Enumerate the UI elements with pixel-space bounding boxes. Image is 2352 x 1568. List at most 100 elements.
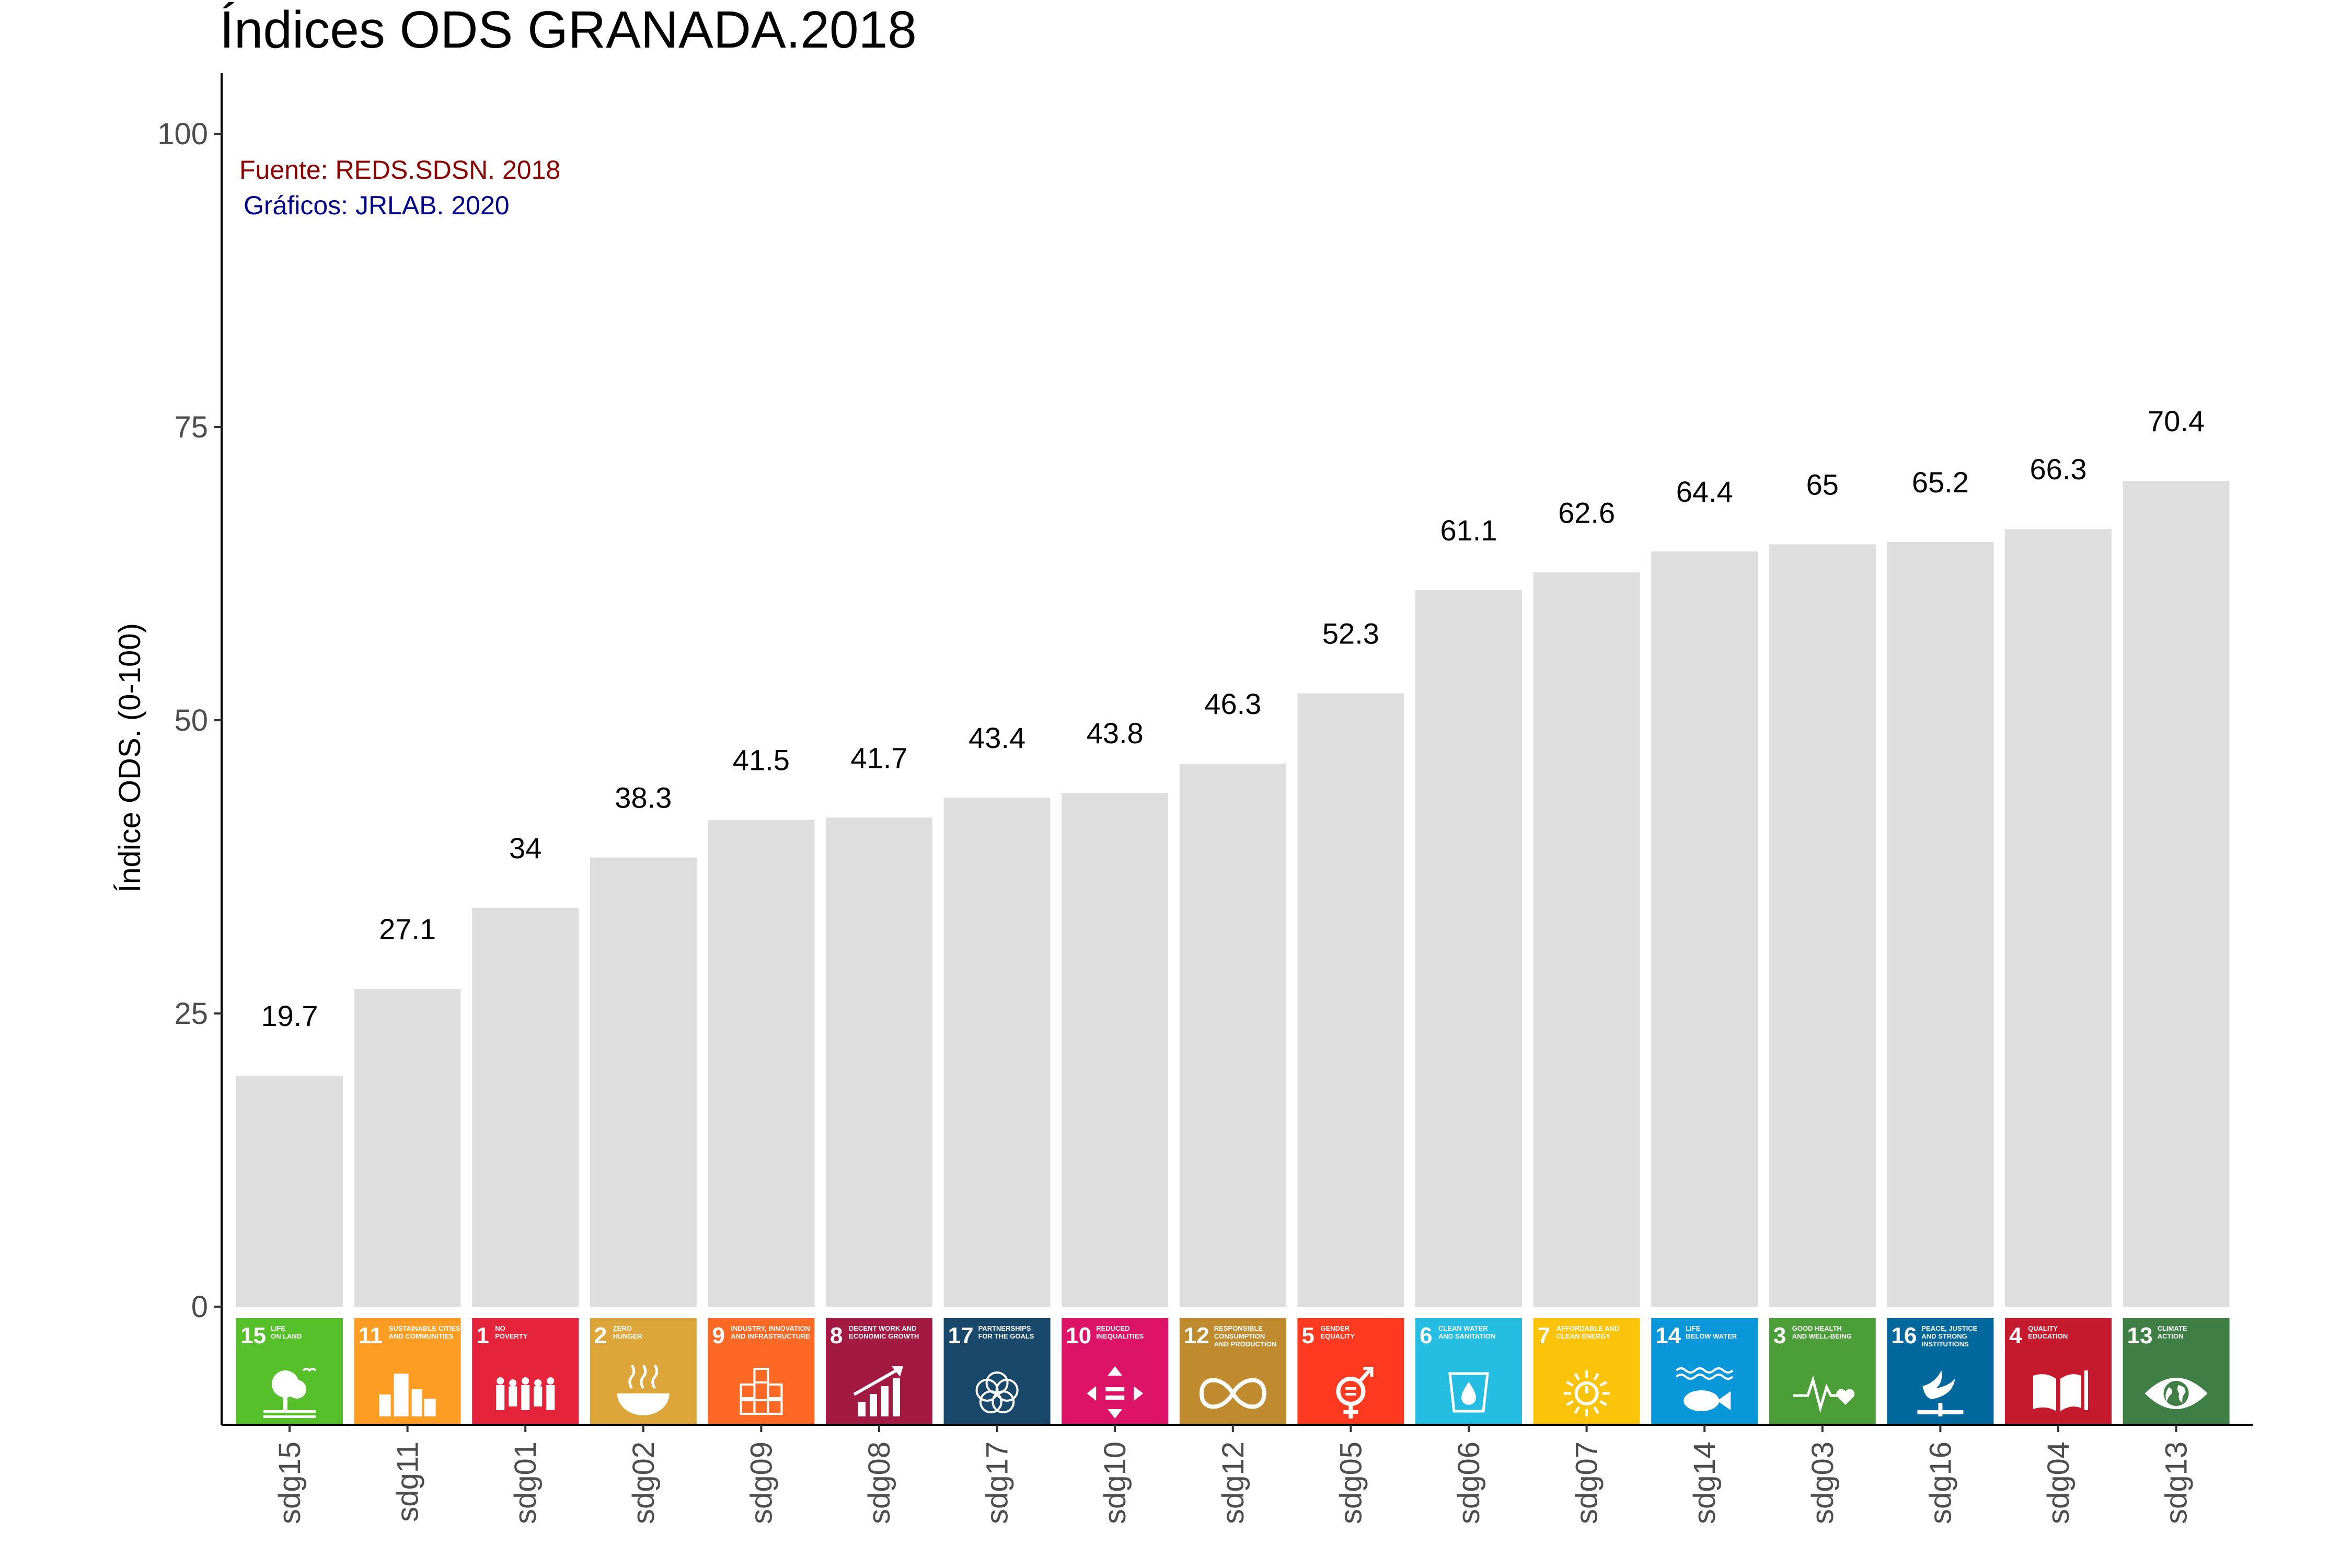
heartbeat-icon — [1793, 1375, 1855, 1413]
bar — [708, 820, 815, 1307]
bar-value-label: 70.4 — [2148, 405, 2205, 437]
x-tick-label: sdg05 — [1334, 1442, 1368, 1524]
sdg-icon-label: CONSUMPTION — [1214, 1332, 1265, 1340]
bar — [1769, 544, 1876, 1307]
x-tick-label: sdg06 — [1452, 1442, 1486, 1524]
sdg-icon-tile — [708, 1318, 815, 1425]
infinity-icon — [1199, 1378, 1266, 1409]
x-tick-label: sdg17 — [981, 1442, 1014, 1524]
x-tick-label: sdg13 — [2160, 1442, 2194, 1524]
sdg-icon-number: 15 — [240, 1323, 266, 1348]
bar-value-label: 66.3 — [2030, 453, 2087, 486]
tree-icon — [263, 1368, 317, 1418]
sdg-icon-label: ACTION — [2158, 1332, 2184, 1340]
bar-value-label: 65.2 — [1912, 466, 1969, 499]
sdg-icon-number: 2 — [594, 1323, 607, 1348]
sdg-icon-number: 17 — [948, 1323, 974, 1348]
water-drop-icon — [1448, 1372, 1489, 1413]
sdg-icon-number: 5 — [1301, 1323, 1314, 1348]
bar-value-label: 19.7 — [261, 999, 318, 1032]
equality-arrows-icon — [1087, 1366, 1144, 1419]
sdg-icon-label: REDUCED — [1096, 1324, 1129, 1332]
sdg-icon-label: DECENT WORK AND — [849, 1324, 917, 1332]
bar — [1179, 764, 1286, 1307]
bar-value-label: 62.6 — [1558, 496, 1615, 529]
x-tick-label: sdg09 — [744, 1442, 778, 1524]
bar-value-label: 27.1 — [379, 913, 436, 946]
sdg-icon-number: 14 — [1655, 1323, 1681, 1348]
source-note: Fuente: REDS.SDSN. 2018 — [239, 155, 560, 185]
sdg-icon-tile — [826, 1318, 932, 1425]
sdg-icon-label: AND STRONG — [1921, 1332, 1967, 1340]
x-tick-label: sdg01 — [509, 1442, 543, 1524]
y-tick-label: 100 — [157, 117, 208, 151]
y-tick-label: 25 — [174, 997, 208, 1031]
bar-labels-layer: 19.7 27.1 34 38.3 41.5 41.7 43.4 43.8 46.3 52.3 61… — [261, 405, 2205, 1032]
bar-value-label: 34 — [509, 832, 541, 864]
x-tick-label: sdg14 — [1688, 1442, 1722, 1524]
family-icon — [496, 1377, 555, 1410]
sdg-icon-tile — [1769, 1318, 1876, 1425]
bar — [2123, 481, 2230, 1307]
y-tick-label: 0 — [191, 1290, 208, 1324]
bar — [1297, 693, 1404, 1307]
fish-icon — [1675, 1367, 1734, 1411]
bar — [354, 988, 461, 1307]
bars-layer — [236, 481, 2230, 1307]
sdg-icon-label: AND INFRASTRUCTURE — [731, 1332, 810, 1340]
sdg-icon-label: INEQUALITIES — [1096, 1332, 1144, 1340]
bar — [1533, 572, 1640, 1307]
bowl-icon — [617, 1364, 670, 1416]
sdg-icon-label: PEACE, JUSTICE — [1921, 1324, 1977, 1332]
graphics-note: Gráficos: JRLAB. 2020 — [244, 191, 510, 220]
dove-icon — [1917, 1370, 1964, 1416]
sdg-icon-number: 16 — [1891, 1323, 1917, 1348]
sdg-icon-label: NO — [495, 1324, 505, 1332]
sdg-icon-tile — [2005, 1318, 2112, 1425]
bar-value-label: 46.3 — [1204, 687, 1261, 720]
x-tick-label: sdg03 — [1806, 1442, 1840, 1524]
sdg-icon-label: GENDER — [1320, 1324, 1350, 1332]
sdg-icon-number: 4 — [2009, 1323, 2022, 1348]
x-ticks-layer: sdg15 sdg11 sdg01 sdg02 sdg09 sdg08 sdg17 sdg10… — [273, 1425, 2194, 1524]
sdg-icon-number: 8 — [830, 1323, 843, 1348]
sdg-icon-number: 10 — [1066, 1323, 1091, 1348]
x-tick-label: sdg02 — [627, 1442, 661, 1524]
sdg-icon-label: INDUSTRY, INNOVATION — [731, 1324, 810, 1332]
y-ticks-layer: 0 25 50 75 100 — [157, 117, 222, 1324]
sdg-icon-number: 3 — [1773, 1323, 1786, 1348]
sdg-icon-label: AND COMMUNITIES — [389, 1332, 454, 1340]
sdg-icon-number: 9 — [712, 1323, 724, 1348]
bar-value-label: 61.1 — [1440, 514, 1497, 547]
sdg-icon-label: RESPONSIBLE — [1214, 1324, 1263, 1332]
y-axis-label: Índice ODS. (0-100) — [113, 623, 147, 893]
bar-value-label: 41.5 — [733, 744, 790, 777]
sdg-icon-number: 12 — [1184, 1323, 1209, 1348]
sdg-icon-label: ECONOMIC GROWTH — [849, 1332, 919, 1340]
sdg-icon-label: AFFORDABLE AND — [1557, 1324, 1620, 1332]
sdg-icon-label: ON LAND — [271, 1332, 302, 1340]
bar-value-label: 38.3 — [615, 781, 672, 814]
bar — [236, 1075, 343, 1307]
sdg-icon-label: CLIMATE — [2158, 1324, 2187, 1332]
x-tick-label: sdg12 — [1216, 1442, 1250, 1524]
x-tick-label: sdg07 — [1570, 1442, 1604, 1524]
bar — [1887, 541, 1994, 1307]
bar-value-label: 64.4 — [1676, 475, 1733, 508]
bar — [943, 798, 1051, 1307]
